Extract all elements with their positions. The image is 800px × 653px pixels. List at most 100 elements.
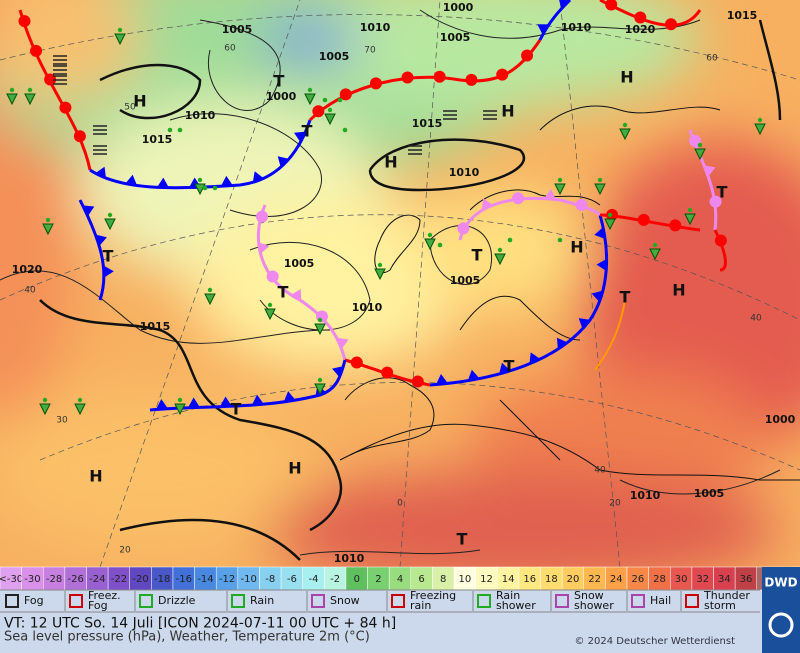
temperature-label: -12 bbox=[219, 574, 235, 585]
temperature-label: 14 bbox=[502, 574, 515, 585]
pressure-center: H bbox=[288, 459, 301, 478]
weather-label: Snow bbox=[574, 589, 604, 602]
shower-symbol bbox=[304, 93, 316, 106]
temperature-label: 18 bbox=[545, 574, 558, 585]
front-symbol bbox=[219, 396, 232, 407]
pressure-center: T bbox=[103, 247, 114, 266]
weather-label: rain bbox=[410, 599, 431, 612]
latitude-label: 40 bbox=[594, 466, 606, 476]
logo-swirl bbox=[768, 612, 794, 638]
shower-symbol bbox=[24, 93, 36, 106]
front-symbol bbox=[537, 24, 549, 35]
rain-dot bbox=[167, 127, 173, 133]
warm-front bbox=[713, 229, 727, 272]
occ-front bbox=[458, 196, 602, 241]
temperature-label: 36 bbox=[740, 574, 753, 585]
front-symbol bbox=[433, 70, 446, 83]
front-symbol bbox=[605, 0, 618, 11]
rain-dot bbox=[307, 87, 313, 93]
weather-icon bbox=[685, 594, 699, 608]
front-symbol bbox=[283, 391, 296, 402]
shower-symbol bbox=[694, 148, 706, 161]
front-symbol bbox=[467, 369, 480, 381]
shower-symbol bbox=[174, 403, 186, 416]
fog-symbol bbox=[53, 55, 67, 65]
cold-front bbox=[538, 0, 572, 41]
temperature-label: -16 bbox=[176, 574, 192, 585]
front-symbol bbox=[266, 270, 279, 283]
isobar-label: 1005 bbox=[319, 50, 350, 63]
rain-dot bbox=[652, 242, 658, 248]
weather-icon bbox=[311, 594, 325, 608]
isobar-label: 1005 bbox=[450, 274, 481, 287]
rain-dot bbox=[177, 127, 183, 133]
shower-symbol bbox=[39, 403, 51, 416]
front-symbol bbox=[521, 49, 534, 62]
isobar-label: 1010 bbox=[185, 109, 216, 122]
temperature-label: 34 bbox=[718, 574, 731, 585]
rain-dot bbox=[197, 177, 203, 183]
fog-symbol bbox=[93, 145, 107, 155]
front-symbol bbox=[591, 290, 604, 303]
temperature-label: 24 bbox=[610, 574, 623, 585]
pressure-center: T bbox=[231, 400, 242, 419]
pressure-center: H bbox=[384, 153, 397, 172]
isobar-label: 1015 bbox=[142, 133, 173, 146]
front-symbol bbox=[596, 258, 607, 271]
rain-dot bbox=[77, 397, 83, 403]
isobar-label: 1015 bbox=[140, 320, 171, 333]
trough-line bbox=[594, 299, 626, 371]
front-symbol bbox=[256, 210, 269, 223]
isobar-label: 1015 bbox=[727, 9, 758, 22]
weather-icon bbox=[391, 594, 405, 608]
isobar-label: 1020 bbox=[12, 263, 43, 276]
rain-dot bbox=[212, 185, 218, 191]
fog-symbol bbox=[408, 145, 422, 155]
temperature-label: -26 bbox=[68, 574, 84, 585]
rain-dot bbox=[322, 97, 328, 103]
rain-dot bbox=[317, 377, 323, 383]
temperature-label: 26 bbox=[631, 574, 644, 585]
weather-icon bbox=[139, 594, 153, 608]
temperature-label: -2 bbox=[330, 574, 340, 585]
weather-label: Rain bbox=[496, 589, 520, 602]
rain-dot bbox=[497, 247, 503, 253]
rain-dot bbox=[557, 237, 563, 243]
weather-label: Fog bbox=[88, 599, 108, 612]
isobar-label: 1010 bbox=[630, 489, 661, 502]
rain-dot bbox=[317, 317, 323, 323]
shower-symbol bbox=[42, 223, 54, 236]
temperature-label: 30 bbox=[675, 574, 688, 585]
weather-label: Drizzle bbox=[158, 594, 196, 607]
front-symbol bbox=[594, 227, 606, 239]
weather-label: Thunder bbox=[703, 589, 750, 602]
rain-dot bbox=[377, 262, 383, 268]
shower-symbol bbox=[604, 218, 616, 231]
rain-dot bbox=[27, 87, 33, 93]
pressure-center: T bbox=[620, 288, 631, 307]
isobars bbox=[0, 9, 782, 561]
subtitle: Sea level pressure (hPa), Weather, Tempe… bbox=[4, 630, 370, 645]
pressure-center: H bbox=[570, 238, 583, 257]
temperature-label: 28 bbox=[653, 574, 666, 585]
front-symbol bbox=[337, 337, 349, 349]
pressure-center: H bbox=[620, 68, 633, 87]
front-symbol bbox=[481, 198, 493, 211]
weather-label: Rain bbox=[250, 594, 274, 607]
temperature-label: 0 bbox=[354, 574, 360, 585]
temperature-label: -20 bbox=[132, 574, 148, 585]
rain-dot bbox=[697, 142, 703, 148]
pressure-center: T bbox=[504, 357, 515, 376]
isobar-label: 1005 bbox=[284, 257, 315, 270]
front-symbol bbox=[669, 219, 682, 232]
weather-label: Snow bbox=[330, 594, 360, 607]
front-symbol bbox=[499, 362, 511, 375]
temperature-label: 2 bbox=[375, 574, 381, 585]
shower-symbol bbox=[594, 183, 606, 196]
temperature-label: 22 bbox=[588, 574, 601, 585]
pressure-center: H bbox=[89, 467, 102, 486]
weather-icon bbox=[555, 594, 569, 608]
shower-symbol bbox=[264, 308, 276, 321]
logo: DWD bbox=[764, 576, 797, 590]
isobar-label: 1010 bbox=[449, 166, 480, 179]
